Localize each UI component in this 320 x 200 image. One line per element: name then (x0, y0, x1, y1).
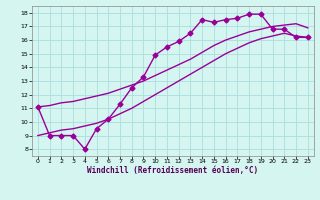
X-axis label: Windchill (Refroidissement éolien,°C): Windchill (Refroidissement éolien,°C) (87, 166, 258, 175)
